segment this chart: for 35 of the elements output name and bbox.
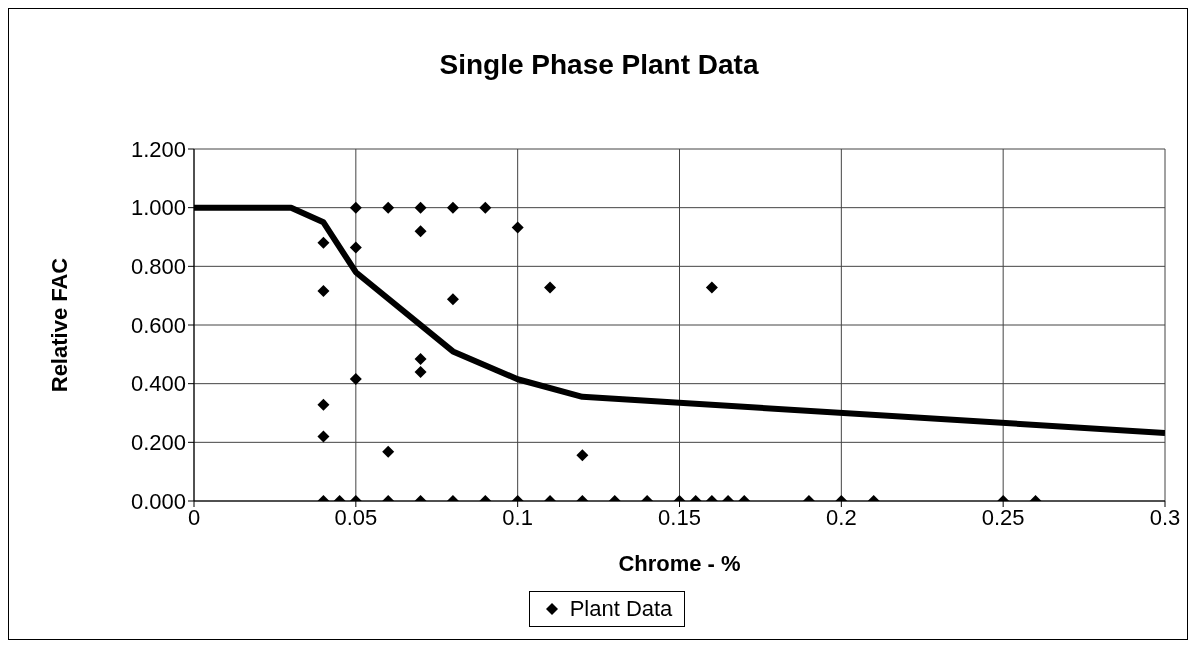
point: [414, 201, 427, 214]
point: [511, 221, 524, 234]
x-tick-label: 0.2: [826, 504, 857, 530]
y-axis-title: Relative FAC: [46, 257, 72, 393]
chart-title: Single Phase Plant Data: [438, 49, 760, 81]
point: [446, 201, 459, 214]
point: [349, 201, 362, 214]
point: [414, 225, 427, 238]
point: [349, 372, 362, 385]
point: [382, 201, 395, 214]
point: [317, 236, 330, 249]
point: [317, 284, 330, 297]
point: [414, 365, 427, 378]
y-tick-label: 1.200: [130, 136, 186, 162]
x-tick-label: 0.15: [658, 504, 701, 530]
legend-label: Plant Data: [568, 596, 673, 622]
point: [446, 293, 459, 306]
point: [349, 241, 362, 254]
point: [317, 398, 330, 411]
y-tick-label: 0.000: [130, 488, 186, 514]
y-tick-label: 0.800: [130, 254, 186, 280]
point: [414, 353, 427, 366]
x-tick-label: 0.25: [981, 504, 1025, 530]
point: [479, 201, 492, 214]
point: [705, 281, 718, 294]
y-tick-label: 0.600: [130, 312, 186, 338]
point: [544, 281, 557, 294]
x-tick-label: 0: [187, 504, 201, 530]
x-tick-label: 0.3: [1149, 504, 1181, 530]
y-tick-label: 0.200: [130, 430, 186, 456]
y-tick-label: 0.400: [130, 371, 186, 397]
x-axis-title: Chrome - %: [618, 551, 741, 576]
x-tick-label: 0.1: [502, 504, 533, 530]
x-tick-label: 0.05: [334, 504, 378, 530]
y-tick-label: 1.000: [130, 195, 186, 221]
